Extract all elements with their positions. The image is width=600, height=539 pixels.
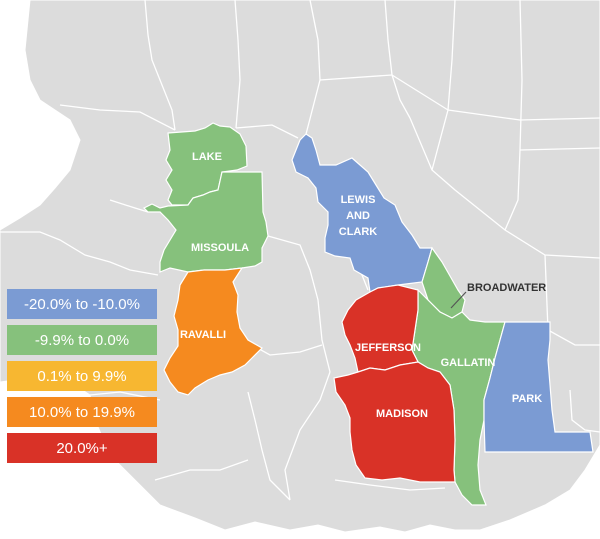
label-and: AND: [346, 210, 370, 222]
county-borders: [0, 0, 600, 500]
legend-item-yellow: 0.1% to 9.9%: [7, 361, 157, 391]
legend-item-blue: -20.0% to -10.0%: [7, 289, 157, 319]
label-park: PARK: [512, 393, 542, 405]
label-clark: CLARK: [339, 226, 378, 238]
label-madison: MADISON: [376, 408, 428, 420]
legend-label: 10.0% to 19.9%: [29, 403, 135, 421]
label-missoula: MISSOULA: [191, 242, 249, 254]
legend-item-red: 20.0%+: [7, 433, 157, 463]
legend: -20.0% to -10.0% -9.9% to 0.0% 0.1% to 9…: [7, 289, 157, 469]
legend-label: -20.0% to -10.0%: [24, 295, 140, 313]
legend-label: -9.9% to 0.0%: [34, 331, 130, 349]
county-ravalli: [163, 267, 263, 396]
label-gallatin: GALLATIN: [441, 357, 496, 369]
label-broadwater: BROADWATER: [467, 282, 546, 294]
label-lewis: LEWIS: [341, 194, 376, 206]
legend-label: 0.1% to 9.9%: [37, 367, 127, 385]
label-lake: LAKE: [192, 151, 222, 163]
legend-item-orange: 10.0% to 19.9%: [7, 397, 157, 427]
county-missoula: [142, 171, 269, 273]
legend-item-green: -9.9% to 0.0%: [7, 325, 157, 355]
county-park: [483, 321, 594, 453]
broadwater-leader-line: [450, 291, 467, 309]
label-jefferson: JEFFERSON: [355, 342, 421, 354]
label-ravalli: RAVALLI: [180, 329, 226, 341]
county-madison: [333, 361, 456, 483]
legend-label: 20.0%+: [56, 439, 108, 457]
